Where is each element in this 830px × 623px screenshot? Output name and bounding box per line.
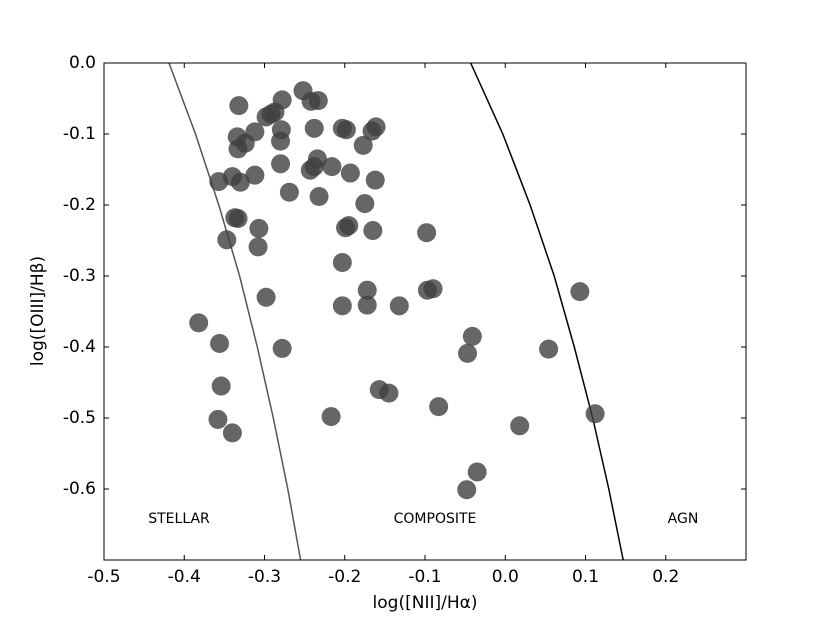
y-tick-label: -0.2 [63,195,96,215]
x-tick-label: 0.0 [492,567,519,587]
data-point [300,160,320,180]
data-point [510,416,530,436]
data-point [256,107,276,127]
x-tick-label: -0.3 [248,567,281,587]
data-point [189,313,209,333]
data-point [211,376,231,396]
data-point [229,96,249,116]
x-tick-label: -0.4 [168,567,201,587]
y-tick-label: -0.6 [63,479,96,499]
x-tick-label: 0.1 [572,567,599,587]
data-point [336,218,356,238]
data-point [230,172,250,192]
x-tick-label: 0.2 [652,567,679,587]
data-point [423,279,443,299]
data-point [228,208,248,228]
data-point [357,295,377,315]
boundary-curve [168,62,302,561]
x-tick-label: -0.1 [408,567,441,587]
region-label: STELLAR [148,511,210,527]
data-point [457,480,477,500]
data-point [322,157,342,177]
data-point [271,131,291,151]
data-point [462,326,482,346]
data-point [271,154,291,174]
x-axis-label: log([NII]/Hα) [373,593,478,613]
y-tick-label: -0.3 [63,266,96,286]
data-point [336,120,356,140]
x-tick-label: -0.2 [328,567,361,587]
data-point [365,170,385,190]
y-axis-label: log([OIII]/Hβ) [28,256,48,366]
data-point [235,133,255,153]
data-point [304,118,324,138]
region-label: AGN [668,511,699,527]
data-point [363,221,383,241]
y-tick-label: -0.1 [63,124,96,144]
data-point [309,186,329,206]
data-point [357,280,377,300]
data-point [539,339,559,359]
x-tick-label: -0.5 [87,567,120,587]
data-point [340,163,360,183]
data-point [458,343,478,363]
data-point [429,397,449,417]
data-point [585,404,605,424]
data-point [249,218,269,238]
data-point [279,182,299,202]
data-point [417,223,437,243]
data-point [362,121,382,141]
data-point [467,462,487,482]
data-point [308,91,328,111]
data-point [570,282,590,302]
data-point [245,165,265,185]
data-point [248,237,268,257]
y-tick-label: -0.5 [63,408,96,428]
data-point [222,423,242,443]
data-point [332,253,352,273]
boundary-curve [470,62,624,561]
y-tick-label: -0.4 [63,337,96,357]
data-point [272,338,292,358]
data-point [217,230,237,250]
data-point [389,296,409,316]
data-point [210,333,230,353]
data-point [208,409,228,429]
data-point [321,407,341,427]
data-point [332,296,352,316]
y-tick-label: 0.0 [69,53,96,73]
data-point [256,287,276,307]
region-label: COMPOSITE [394,511,477,527]
data-point [353,135,373,155]
data-point [355,194,375,214]
data-point [379,383,399,403]
